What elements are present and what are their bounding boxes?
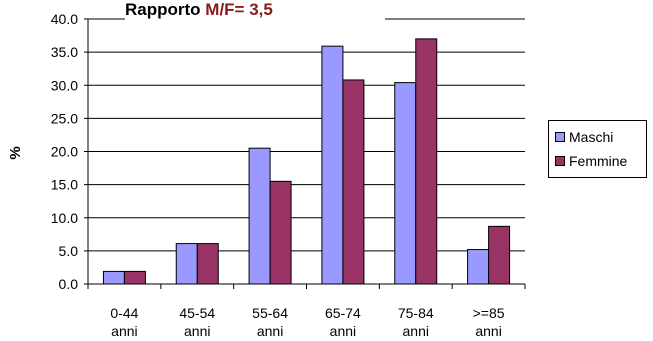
y-tick-label: 35.0 — [51, 44, 78, 60]
y-axis-label: % — [7, 146, 24, 159]
x-tick-label: 45-54 — [179, 305, 215, 321]
x-tick-label: 55-64 — [252, 305, 288, 321]
x-tick-labels: 0-44 anni 45-54 anni 55-64 anni 65-74 anni 75-84… — [110, 305, 504, 339]
bar-femmine — [269, 180, 292, 285]
bar-maschi — [175, 243, 198, 285]
bar-maschi — [248, 147, 271, 285]
x-tick-label: 65-74 — [325, 305, 361, 321]
bar-maschi — [321, 45, 344, 285]
x-tick-label: anni — [257, 323, 283, 339]
y-tick-labels: 0.0 5.0 10.0 15.0 20.0 25.0 30.0 35.0 40.0 — [51, 11, 78, 292]
bar-femmine — [488, 225, 511, 285]
chart-title-accent: M/F= 3,5 — [205, 0, 273, 19]
gridlines — [88, 18, 525, 252]
y-tick-label: 10.0 — [51, 210, 78, 226]
bar-femmine — [196, 243, 219, 285]
x-tick-label: anni — [475, 323, 501, 339]
legend-label-femmine: Femmine — [569, 153, 628, 169]
legend-swatch-femmine — [555, 156, 565, 166]
y-tick-label: 25.0 — [51, 110, 78, 126]
chart-title: Rapporto M/F= 3,5 — [125, 0, 385, 20]
legend-label-maschi: Maschi — [569, 129, 614, 145]
x-tick-label: anni — [184, 323, 210, 339]
y-tick-label: 40.0 — [51, 11, 78, 27]
bar-maschi — [394, 82, 417, 285]
chart-title-main: Rapporto — [125, 0, 201, 19]
legend-swatch-maschi — [555, 132, 565, 142]
legend-item-femmine: Femmine — [555, 152, 627, 170]
legend: Maschi Femmine — [548, 120, 647, 178]
x-tick-label: anni — [111, 323, 137, 339]
axes — [84, 18, 526, 289]
bar-femmine — [415, 38, 438, 285]
bar-femmine — [123, 270, 146, 285]
y-tick-label: 30.0 — [51, 77, 78, 93]
bars — [102, 38, 511, 285]
y-tick-label: 0.0 — [59, 276, 79, 292]
x-tick-label: 0-44 — [110, 305, 138, 321]
bar-maschi — [467, 249, 490, 285]
x-tick-label: anni — [330, 323, 356, 339]
x-tick-label: 75-84 — [398, 305, 434, 321]
legend-item-maschi: Maschi — [555, 128, 613, 146]
y-tick-label: 20.0 — [51, 144, 78, 160]
y-tick-label: 5.0 — [59, 243, 79, 259]
bar-maschi — [102, 270, 125, 285]
y-tick-label: 15.0 — [51, 177, 78, 193]
bar-femmine — [342, 79, 365, 285]
x-tick-label: >=85 — [473, 305, 505, 321]
x-tick-label: anni — [403, 323, 429, 339]
